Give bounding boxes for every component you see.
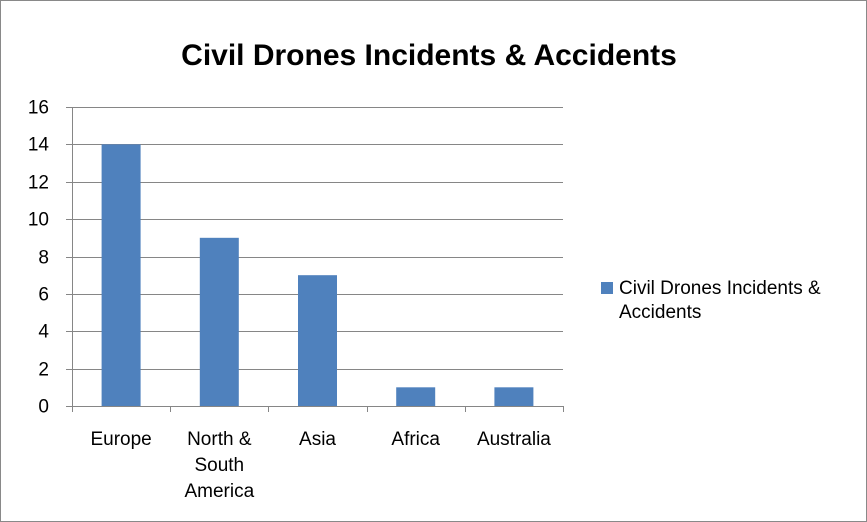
x-category-label: Europe [90,429,151,450]
axes [66,107,564,412]
bar [494,387,534,406]
y-tick-label: 14 [28,135,50,156]
y-tick-labels: 0 2 4 6 8 10 12 14 16 [28,98,50,418]
y-tick-label: 10 [28,210,49,231]
x-category-label: Asia [299,429,336,450]
legend-label: Civil Drones Incidents & Accidents [619,278,821,323]
y-tick-label: 6 [38,285,49,306]
x-category-labels: Europe North & South America Asia Africa Austr… [90,429,551,502]
y-tick-label: 8 [38,248,49,269]
bars [101,144,534,406]
legend: Civil Drones Incidents & Accidents [601,278,821,323]
y-tick-label: 0 [38,397,49,418]
x-category-label: Africa [391,429,440,450]
legend-swatch [601,282,613,294]
y-tick-label: 12 [28,173,49,194]
y-tick-label: 2 [38,360,49,381]
bar [101,144,141,406]
y-tick-label: 4 [38,322,49,343]
x-category-label: Australia [477,429,551,450]
y-tick-label: 16 [28,98,49,119]
bar [199,237,239,406]
x-category-label: North & South America [184,429,254,502]
chart-title: Civil Drones Incidents & Accidents [181,39,677,72]
bar [298,275,337,406]
bar [396,387,436,406]
